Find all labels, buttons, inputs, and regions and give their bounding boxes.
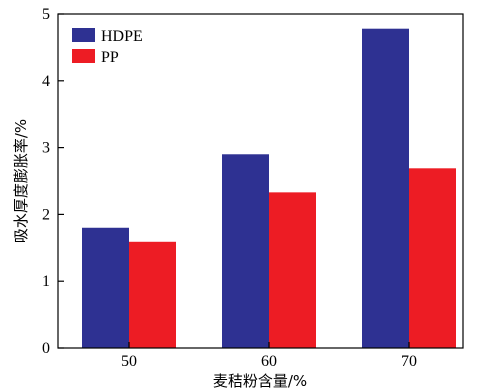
y-tick-label: 3 — [42, 140, 50, 157]
x-axis: 50 60 70 — [121, 342, 417, 370]
bar-pp-50 — [129, 241, 176, 348]
x-tick-label: 60 — [261, 353, 277, 370]
y-tick-label: 5 — [42, 6, 50, 23]
x-tick-label: 70 — [401, 353, 417, 370]
bar-hdpe-50 — [82, 227, 129, 348]
bars-layer — [82, 28, 456, 349]
bar-hdpe-60 — [222, 154, 269, 348]
x-tick-label: 50 — [121, 353, 137, 370]
bar-hdpe-70 — [362, 28, 409, 349]
plot-frame — [57, 13, 464, 349]
legend: HDPE PP — [72, 28, 143, 66]
legend-label-hdpe: HDPE — [101, 28, 143, 45]
legend-swatch-pp — [72, 49, 95, 63]
bar-pp-60 — [269, 192, 316, 348]
y-axis: 0 1 2 3 4 5 — [42, 6, 64, 357]
y-tick-label: 0 — [42, 340, 50, 357]
y-axis-title: 吸水厚度膨胀率/% — [12, 119, 30, 243]
legend-swatch-hdpe — [72, 28, 95, 42]
y-tick-label: 4 — [42, 73, 50, 90]
x-axis-title: 麦秸粉含量/% — [213, 372, 307, 390]
y-tick-label: 2 — [42, 206, 50, 223]
bar-pp-70 — [409, 168, 456, 348]
legend-label-pp: PP — [101, 49, 119, 66]
y-tick-label: 1 — [42, 273, 50, 290]
